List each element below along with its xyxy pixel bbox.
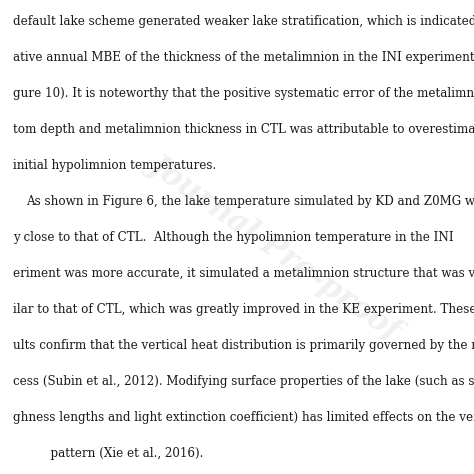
Text: gure 10). It is noteworthy that the positive systematic error of the metalimnion: gure 10). It is noteworthy that the posi… — [13, 87, 474, 100]
Text: pattern (Xie et al., 2016).: pattern (Xie et al., 2016). — [13, 447, 204, 460]
Text: y close to that of CTL.  Although the hypolimnion temperature in the INI: y close to that of CTL. Although the hyp… — [13, 231, 454, 244]
Text: ilar to that of CTL, which was greatly improved in the KE experiment. These: ilar to that of CTL, which was greatly i… — [13, 303, 474, 316]
Text: initial hypolimnion temperatures.: initial hypolimnion temperatures. — [13, 159, 217, 172]
Text: tom depth and metalimnion thickness in CTL was attributable to overestimation of: tom depth and metalimnion thickness in C… — [13, 123, 474, 136]
Text: eriment was more accurate, it simulated a metalimnion structure that was very: eriment was more accurate, it simulated … — [13, 267, 474, 280]
Text: default lake scheme generated weaker lake stratification, which is indicated by : default lake scheme generated weaker lak… — [13, 15, 474, 28]
Text: ults confirm that the vertical heat distribution is primarily governed by the mi: ults confirm that the vertical heat dist… — [13, 339, 474, 352]
Text: ghness lengths and light extinction coefficient) has limited effects on the vert: ghness lengths and light extinction coef… — [13, 411, 474, 424]
Text: As shown in Figure 6, the lake temperature simulated by KD and Z0MG were: As shown in Figure 6, the lake temperatu… — [26, 195, 474, 208]
Text: cess (Subin et al., 2012). Modifying surface properties of the lake (such as sur: cess (Subin et al., 2012). Modifying sur… — [13, 375, 474, 388]
Text: Journal Pre-proof: Journal Pre-proof — [143, 148, 407, 345]
Text: ative annual MBE of the thickness of the metalimnion in the INI experiment: ative annual MBE of the thickness of the… — [13, 51, 474, 64]
